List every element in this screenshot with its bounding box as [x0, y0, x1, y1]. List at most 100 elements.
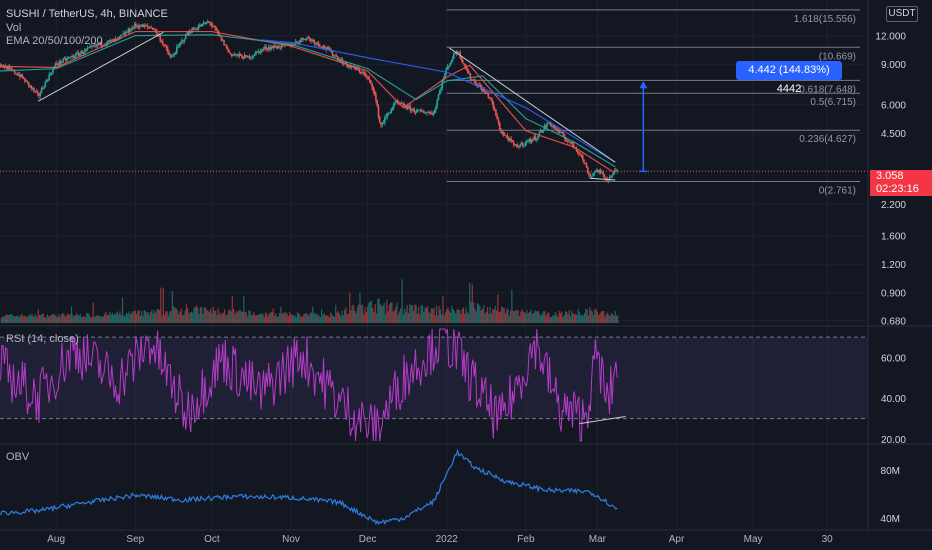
- candle-body: [138, 26, 141, 28]
- volume-bar: [344, 309, 346, 323]
- volume-bar: [86, 312, 88, 323]
- volume-bar: [50, 315, 52, 323]
- candle-body: [469, 73, 472, 80]
- volume-bar: [277, 316, 279, 323]
- volume-bar: [538, 311, 540, 323]
- candle-body: [390, 109, 393, 113]
- volume-bar: [155, 312, 157, 323]
- candle-body: [556, 128, 558, 132]
- volume-bar: [5, 314, 7, 323]
- candle-body: [334, 55, 336, 57]
- volume-bar: [258, 314, 260, 323]
- volume-bar: [121, 297, 124, 323]
- currency-badge[interactable]: USDT: [886, 6, 918, 22]
- volume-bar: [144, 311, 147, 323]
- volume-bar: [397, 314, 399, 323]
- ema-legend[interactable]: EMA 20/50/100/200: [6, 35, 103, 47]
- candle-body: [147, 26, 150, 28]
- candle-body: [514, 144, 516, 146]
- candle-body: [284, 43, 287, 45]
- volume-bar: [555, 314, 558, 323]
- candle-body: [456, 51, 459, 53]
- volume-bar: [444, 312, 447, 323]
- candle-body: [262, 48, 265, 50]
- measure-label[interactable]: 4.442 (144.83%) 4442: [736, 61, 842, 95]
- volume-bar: [411, 304, 413, 323]
- volume-bar: [64, 316, 66, 323]
- candle-body: [497, 119, 500, 123]
- rsi-legend[interactable]: RSI (14, close): [6, 333, 79, 345]
- symbol-title[interactable]: SUSHI / TetherUS, 4h, BINANCE: [6, 8, 168, 20]
- candle-body: [313, 41, 316, 44]
- volume-bar: [449, 312, 452, 323]
- volume-bar: [59, 316, 61, 323]
- candle-body: [405, 107, 408, 109]
- fib-layer[interactable]: 1.618(15.556) (10.669) 0.618(7.648) 0.5(6.7…: [446, 9, 860, 197]
- candle-body: [601, 172, 603, 173]
- volume-bar: [174, 307, 176, 323]
- volume-bar: [400, 308, 402, 323]
- obv-legend[interactable]: OBV: [6, 451, 30, 463]
- volume-bar: [271, 311, 273, 323]
- candle-body: [133, 24, 136, 28]
- volume-bar: [384, 313, 387, 323]
- volume-bar: [322, 314, 324, 323]
- volume-bar: [509, 310, 512, 323]
- candle-body: [551, 125, 553, 127]
- candle-body: [117, 37, 119, 39]
- candle-body: [474, 81, 477, 85]
- candle-body: [150, 27, 153, 29]
- volume-bar: [72, 314, 74, 323]
- volume-bar: [534, 310, 536, 323]
- volume-bar: [198, 313, 200, 323]
- candle-body: [370, 80, 372, 83]
- volume-bar: [554, 312, 556, 323]
- candle-body: [446, 66, 449, 69]
- candle-body: [127, 28, 130, 33]
- candle-body: [488, 97, 491, 99]
- volume-bar: [284, 313, 286, 323]
- candle-body: [192, 28, 195, 30]
- volume-bar: [375, 313, 378, 323]
- volume-bar: [433, 308, 435, 323]
- volume-bar: [326, 315, 328, 323]
- volume-legend[interactable]: Vol: [6, 22, 22, 34]
- volume-bar: [572, 313, 574, 323]
- volume-bar: [207, 310, 209, 323]
- volume-bar: [392, 311, 394, 323]
- candle-body: [535, 138, 538, 140]
- candle-body: [495, 109, 497, 116]
- volume-bar: [18, 317, 20, 323]
- volume-bar: [286, 313, 288, 323]
- candle-body: [511, 140, 514, 143]
- bar-countdown: 02:23:16: [876, 183, 919, 195]
- volume-bar: [527, 313, 530, 323]
- volume-bar: [204, 307, 207, 323]
- volume-bar: [232, 308, 235, 323]
- candle-body: [82, 52, 85, 54]
- volume-bar: [451, 305, 453, 323]
- volume-bar: [381, 306, 383, 323]
- candle-body: [585, 163, 588, 168]
- candle-body: [432, 112, 435, 115]
- volume-bar: [365, 312, 367, 323]
- candle-body: [538, 132, 541, 137]
- candle-body: [215, 28, 218, 31]
- candle-body: [112, 39, 114, 42]
- candle-body: [320, 46, 322, 48]
- volume-bar: [201, 307, 203, 323]
- candle-body: [616, 169, 618, 172]
- volume-bar: [475, 311, 477, 323]
- volume-bar: [511, 289, 513, 323]
- candle-body: [224, 44, 227, 46]
- candle-body: [567, 141, 570, 143]
- candle-body: [1, 64, 3, 66]
- candle-body: [280, 44, 283, 48]
- candle-body: [27, 82, 30, 86]
- candle-body: [464, 64, 467, 68]
- candle-body: [113, 38, 116, 42]
- candle-body: [359, 71, 362, 73]
- candle-body: [533, 136, 536, 140]
- candle-body: [579, 153, 581, 155]
